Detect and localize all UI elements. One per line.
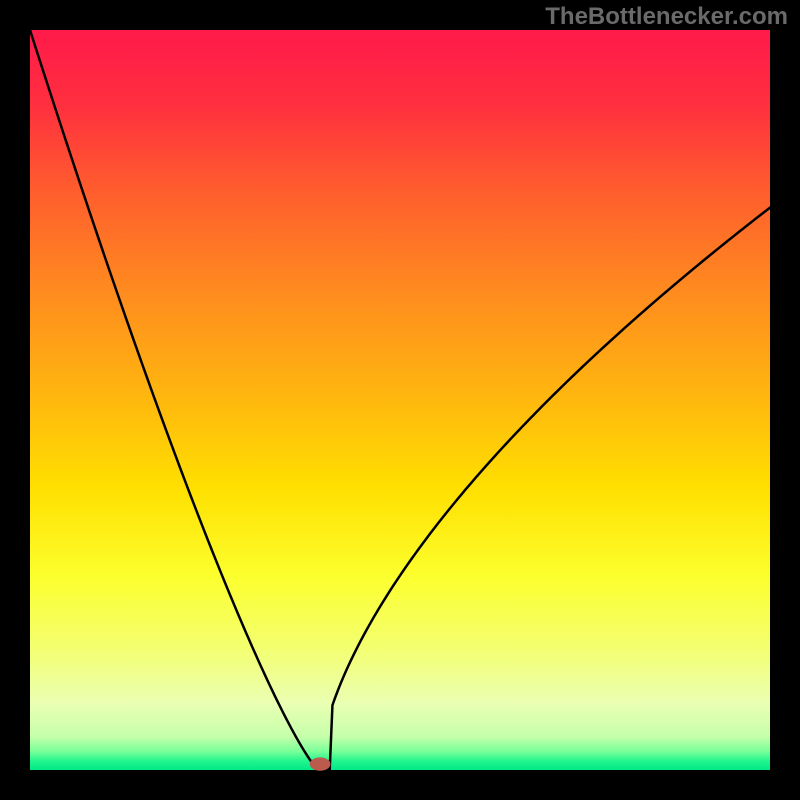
watermark-text: TheBottlenecker.com bbox=[545, 3, 788, 31]
optimal-point-marker bbox=[310, 757, 331, 770]
bottleneck-curve bbox=[30, 30, 770, 770]
curve-overlay bbox=[0, 0, 800, 800]
chart-container: TheBottlenecker.com bbox=[0, 0, 800, 800]
